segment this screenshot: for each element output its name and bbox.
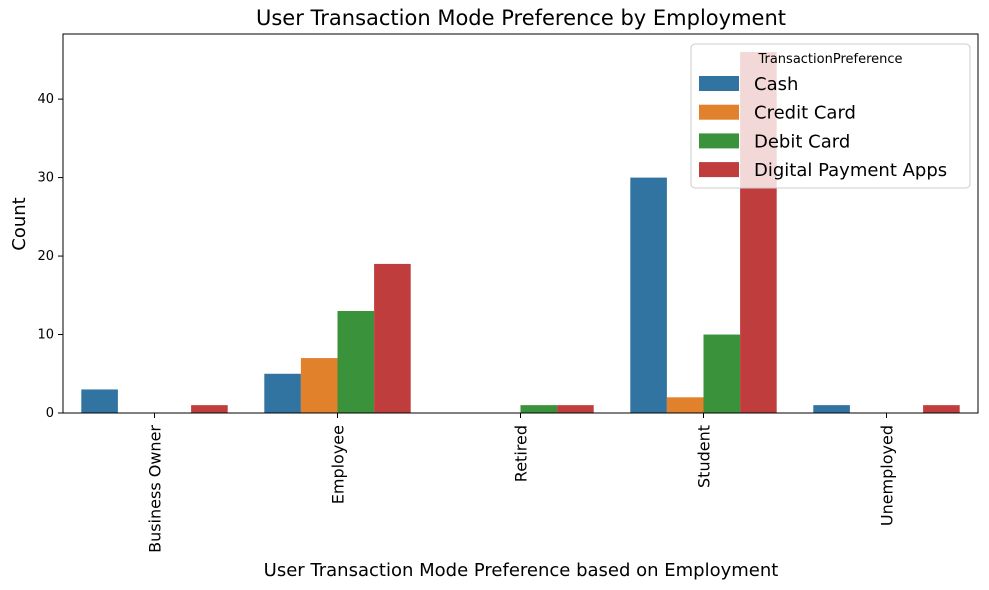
x-tick-label: Unemployed — [878, 425, 897, 526]
y-axis: 0 10 20 30 40 — [37, 92, 63, 421]
legend-label-credit-card: Credit Card — [754, 103, 856, 124]
x-tick-label: Business Owner — [146, 425, 165, 553]
bar-debit-card-employee — [337, 310, 375, 413]
bar-debit-card-retired — [520, 405, 558, 413]
legend-swatch-cash — [699, 76, 739, 91]
bar-cash-student — [630, 177, 667, 413]
legend-swatch-digital-payment-apps — [699, 162, 739, 178]
x-axis: Business Owner Employee Retired Student Unem… — [146, 413, 897, 553]
bar-debit-card-student — [703, 334, 741, 413]
legend: TransactionPreference Cash Credit Card Debi… — [690, 43, 971, 189]
bar-digital-payment-apps-retired — [557, 405, 594, 413]
legend-box — [690, 43, 971, 189]
legend-label-debit-card: Debit Card — [754, 131, 850, 152]
y-tick-label: 10 — [37, 328, 54, 343]
bar-digital-payment-apps-employee — [374, 263, 411, 413]
x-tick-label: Employee — [329, 425, 348, 504]
x-axis-label: User Transaction Mode Preference based o… — [264, 560, 779, 581]
legend-label-cash: Cash — [754, 74, 798, 95]
x-tick-label: Retired — [512, 425, 531, 482]
legend-swatch-debit-card — [699, 133, 739, 149]
bar-cash-business-owner — [81, 389, 118, 413]
y-tick-label: 30 — [37, 171, 54, 186]
legend-title: TransactionPreference — [757, 52, 902, 67]
legend-swatch-credit-card — [699, 104, 739, 120]
bar-cash-unemployed — [813, 405, 850, 413]
y-tick-label: 20 — [37, 249, 54, 264]
chart-title: User Transaction Mode Preference by Empl… — [256, 6, 786, 30]
x-tick-label: Student — [695, 425, 714, 488]
bar-cash-employee — [264, 373, 301, 413]
plot-area-frame — [62, 33, 979, 414]
bar-credit-card-student — [666, 397, 704, 413]
legend-label-digital-payment-apps: Digital Payment Apps — [754, 160, 947, 181]
bar-digital-payment-apps-business-owner — [191, 405, 228, 413]
y-tick-label: 40 — [37, 92, 54, 107]
y-tick-label: 0 — [46, 406, 54, 421]
bar-credit-card-employee — [300, 358, 338, 413]
y-axis-label: Count — [9, 197, 30, 250]
bar-digital-payment-apps-unemployed — [923, 405, 960, 413]
